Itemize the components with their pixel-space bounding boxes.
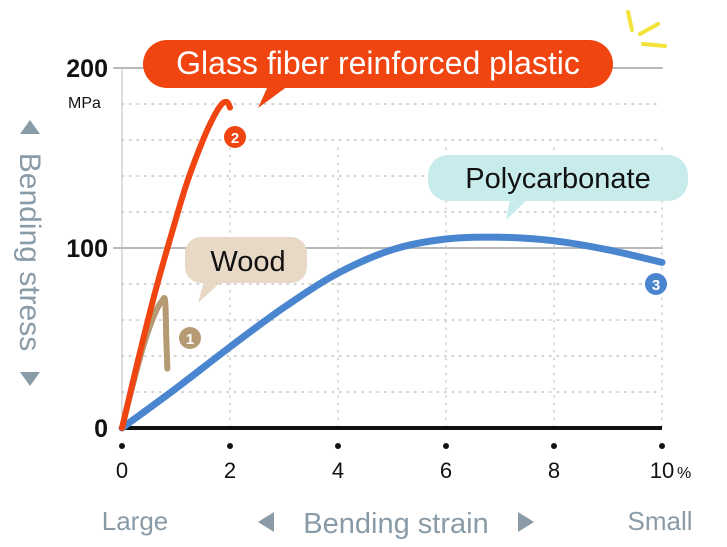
x-tick-label: 8 (548, 458, 560, 483)
y-tick-label: 100 (66, 235, 108, 263)
x-tick-mark (227, 443, 233, 449)
x-end-right-label: Small (627, 506, 692, 536)
series-lines (118, 98, 666, 432)
x-axis-arrow-left-icon (258, 512, 274, 532)
sparkle-icon (626, 10, 667, 48)
x-ticks: 0 2 4 6 8 10 (116, 443, 674, 483)
y-ticks: 0 100 200 (66, 55, 108, 443)
badge-3-number: 3 (652, 277, 660, 294)
y-axis-label: Bending stress (13, 153, 46, 351)
series-label-polycarbonate: Polycarbonate (465, 163, 650, 195)
badge-2: 2 (224, 126, 246, 148)
x-tick-mark (659, 443, 665, 449)
badge-1: 1 (179, 327, 201, 349)
x-tick-label: 0 (116, 458, 128, 483)
x-tick-mark (335, 443, 341, 449)
x-end-left-label: Large (102, 506, 169, 536)
x-axis-label: Bending strain (303, 508, 488, 540)
y-tick-label: 0 (94, 415, 108, 443)
badge-1-number: 1 (186, 331, 194, 348)
x-tick-label: 10 (650, 458, 674, 483)
callout-polycarbonate: Polycarbonate (428, 155, 688, 220)
x-unit-label: % (677, 465, 691, 482)
y-axis-arrow-down-icon (20, 372, 40, 386)
x-tick-mark (443, 443, 449, 449)
callout-gfrp: Glass fiber reinforced plastic (143, 40, 613, 108)
x-tick-label: 6 (440, 458, 452, 483)
series-label-wood: Wood (210, 246, 285, 278)
badge-3: 3 (645, 273, 667, 295)
badge-2-number: 2 (231, 130, 239, 147)
y-axis-label-group: Bending stress (13, 120, 46, 386)
series-label-gfrp: Glass fiber reinforced plastic (176, 45, 580, 81)
x-tick-mark (119, 443, 125, 449)
x-axis-label-group: Bending strain (258, 508, 534, 540)
x-tick-label: 4 (332, 458, 344, 483)
series-line-glass-fiber-reinforced-plastic (119, 98, 233, 431)
callout-wood: Wood (185, 237, 307, 303)
x-tick-label: 2 (224, 458, 236, 483)
x-tick-mark (551, 443, 557, 449)
y-axis-arrow-up-icon (20, 120, 40, 134)
x-axis-arrow-right-icon (518, 512, 534, 532)
y-unit-label: MPa (68, 95, 101, 112)
y-tick-label: 200 (66, 55, 108, 83)
series-line-polycarbonate (118, 233, 666, 432)
